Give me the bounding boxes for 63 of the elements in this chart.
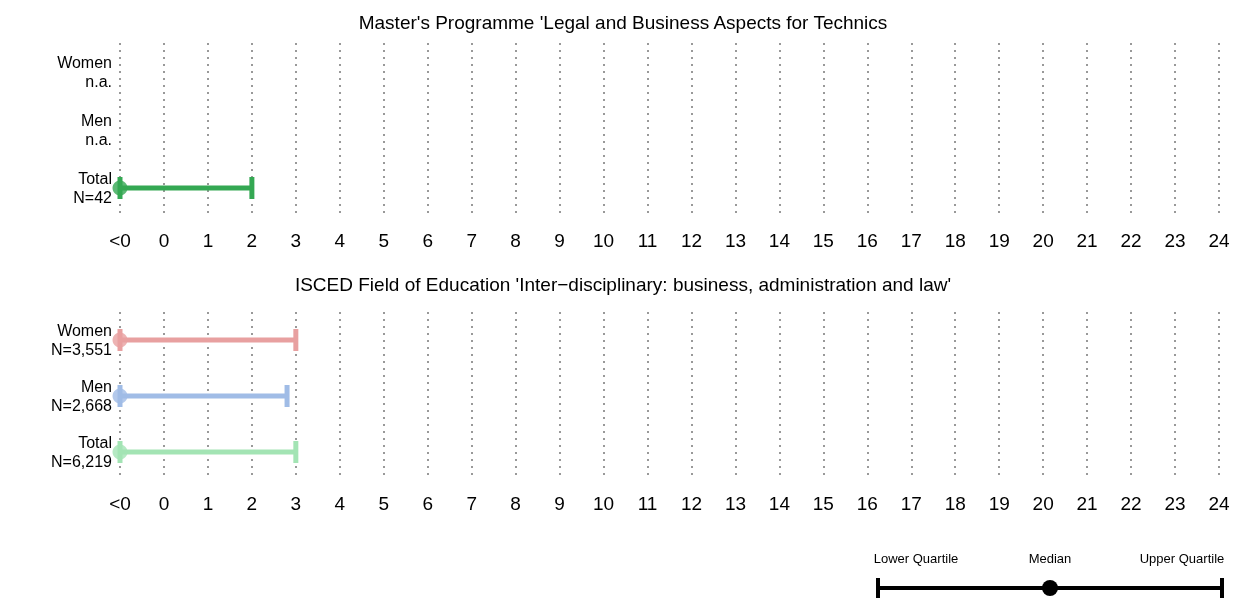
x-tick-label: 23 xyxy=(1164,493,1186,514)
x-tick-label: 15 xyxy=(812,493,834,514)
x-tick-label: 20 xyxy=(1032,230,1054,251)
x-tick-label: 6 xyxy=(422,230,434,251)
x-tick-label: 8 xyxy=(510,493,521,514)
x-tick-label: 7 xyxy=(466,230,477,251)
x-tick-label: 18 xyxy=(944,230,966,251)
x-tick-label: 10 xyxy=(592,493,615,514)
x-tick-label: 2 xyxy=(246,230,258,251)
y-tick-label: Women n.a. xyxy=(57,54,112,90)
x-tick-label: 8 xyxy=(510,230,521,251)
x-tick-label: 2 xyxy=(246,493,258,514)
x-tick-label: 14 xyxy=(768,493,791,514)
x-tick-label: 19 xyxy=(988,230,1010,251)
x-tick-label: 4 xyxy=(334,230,346,251)
y-tick-label: Women N=3,551 xyxy=(51,322,113,358)
x-tick-label: 21 xyxy=(1076,493,1098,514)
x-tick-label: 0 xyxy=(158,493,170,514)
chart-title: ISCED Field of Education 'Inter−disciplinary: business, administration and law' xyxy=(294,274,952,295)
x-tick-label: 17 xyxy=(900,230,922,251)
text: Upper Quartile xyxy=(1139,551,1225,566)
y-tick-label: Men N=2,668 xyxy=(51,378,113,414)
x-tick-label: 11 xyxy=(637,493,658,514)
text: Lower Quartile xyxy=(873,551,959,566)
y-tick-label: Men n.a. xyxy=(80,112,112,148)
x-tick-label: 4 xyxy=(334,493,346,514)
x-tick-label: 9 xyxy=(554,230,565,251)
text: Median xyxy=(1028,551,1072,566)
x-tick-label: 0 xyxy=(158,230,170,251)
x-tick-label: 5 xyxy=(378,230,390,251)
x-tick-label: 20 xyxy=(1032,493,1054,514)
x-tick-label: 16 xyxy=(856,230,878,251)
x-tick-label: 3 xyxy=(290,493,302,514)
x-tick-label: 13 xyxy=(724,493,747,514)
x-tick-label: 15 xyxy=(812,230,834,251)
y-tick-label: Total N=42 xyxy=(73,170,113,206)
x-tick-label: 12 xyxy=(680,230,703,251)
x-tick-label: 22 xyxy=(1120,493,1142,514)
x-tick-label: <0 xyxy=(109,230,131,251)
x-tick-label: 9 xyxy=(554,493,565,514)
x-tick-label: 1 xyxy=(202,493,214,514)
x-tick-label: 14 xyxy=(768,230,791,251)
x-tick-label: 6 xyxy=(422,493,434,514)
x-tick-label: <0 xyxy=(109,493,131,514)
x-tick-label: 22 xyxy=(1120,230,1142,251)
chart-title: Master's Programme 'Legal and Business Aspects for Technics xyxy=(358,12,888,33)
x-tick-label: 7 xyxy=(466,493,477,514)
x-tick-label: 13 xyxy=(724,230,747,251)
x-tick-label: 23 xyxy=(1164,230,1186,251)
x-tick-label: 11 xyxy=(637,230,658,251)
x-tick-label: 10 xyxy=(592,230,615,251)
x-tick-label: 5 xyxy=(378,493,390,514)
x-tick-label: 12 xyxy=(680,493,703,514)
x-tick-label: 16 xyxy=(856,493,878,514)
x-tick-label: 24 xyxy=(1208,493,1230,514)
y-tick-label: Total N=6,219 xyxy=(51,434,113,470)
x-tick-label: 3 xyxy=(290,230,302,251)
x-tick-label: 21 xyxy=(1076,230,1098,251)
x-tick-label: 19 xyxy=(988,493,1010,514)
x-tick-label: 18 xyxy=(944,493,966,514)
x-tick-label: 17 xyxy=(900,493,922,514)
x-tick-label: 24 xyxy=(1208,230,1230,251)
x-tick-label: 1 xyxy=(202,230,214,251)
